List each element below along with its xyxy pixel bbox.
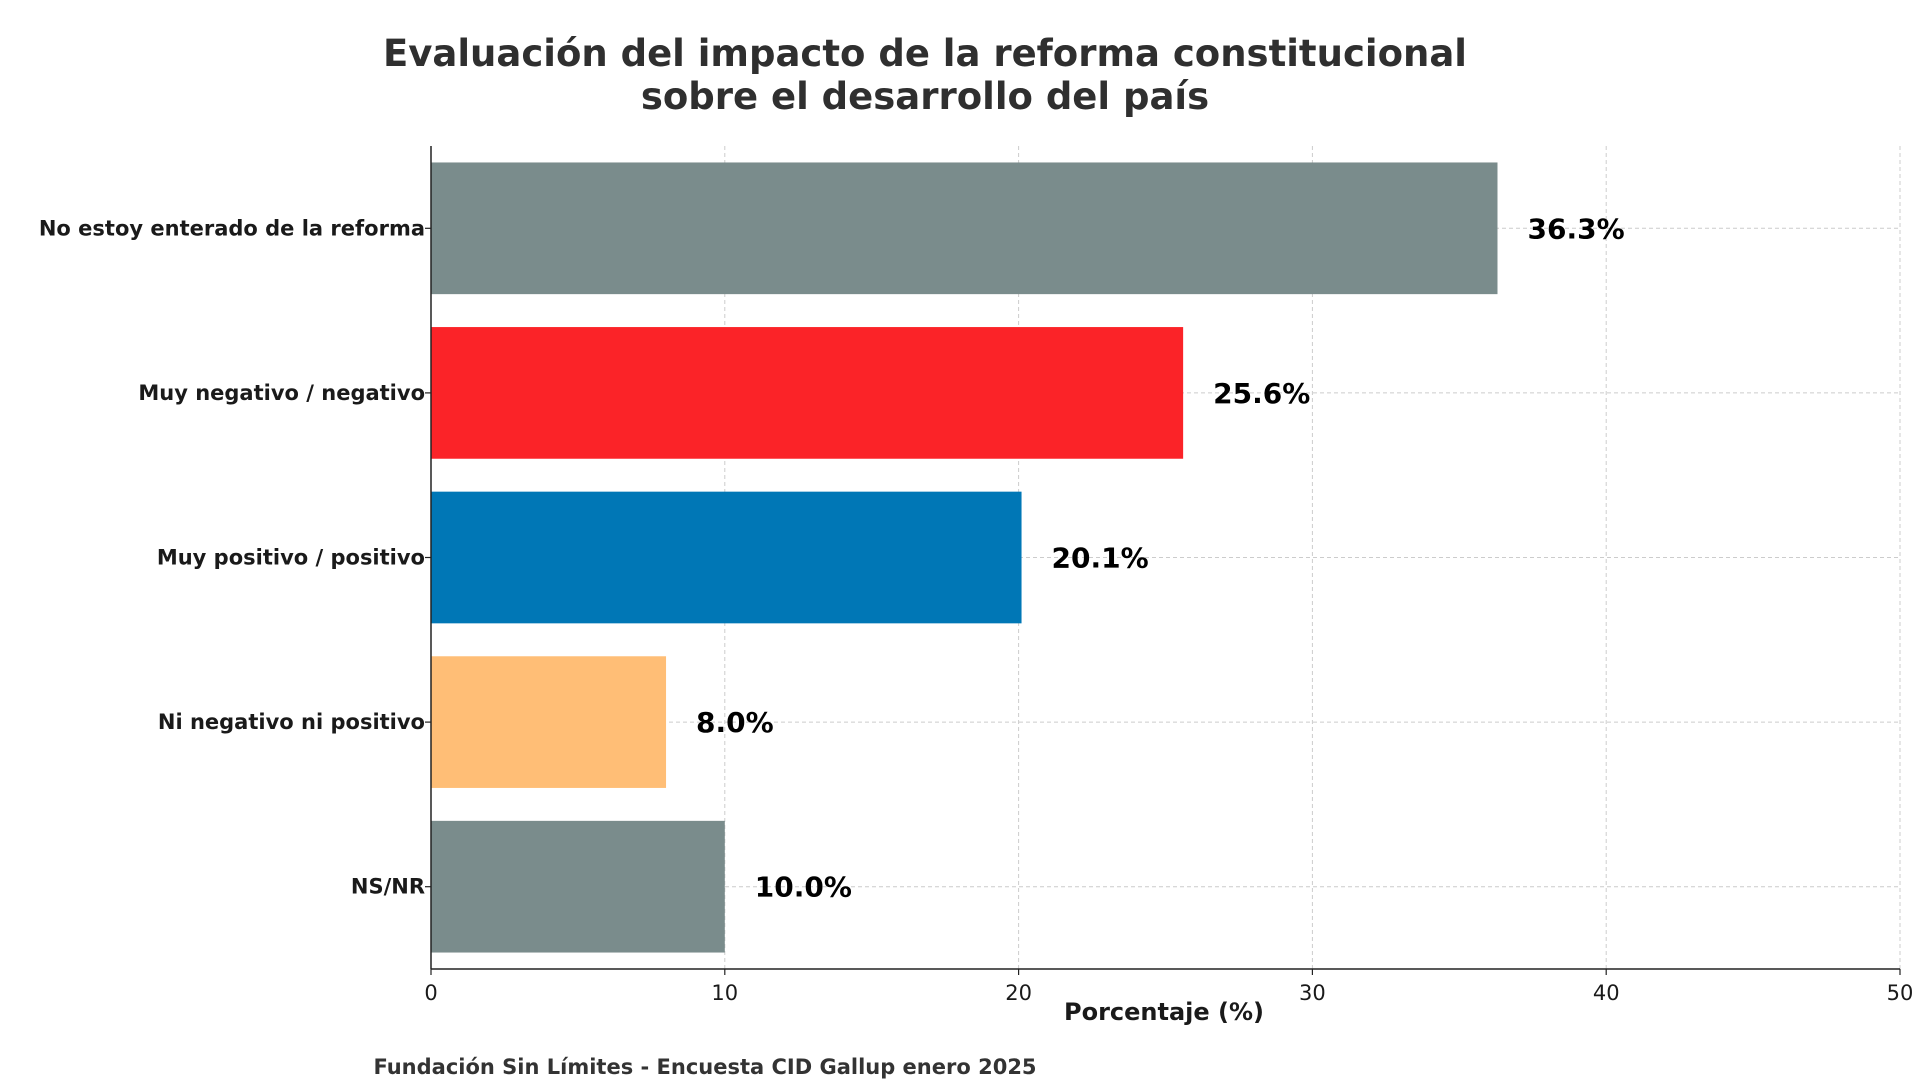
chart-title-line-2: sobre el desarrollo del país	[641, 75, 1209, 118]
x-tick-label: 50	[1887, 981, 1914, 1005]
value-label: 10.0%	[755, 871, 852, 904]
bar	[431, 327, 1184, 459]
x-tick-label: 20	[1005, 981, 1032, 1005]
x-tick-label: 10	[711, 981, 738, 1005]
source-note: Fundación Sin Límites - Encuesta CID Gal…	[373, 1055, 1036, 1079]
value-label: 20.1%	[1052, 542, 1149, 575]
bars	[431, 162, 1498, 953]
value-label: 36.3%	[1527, 212, 1624, 245]
bar	[431, 656, 667, 788]
category-labels: No estoy enterado de la reforma Muy negat…	[39, 216, 431, 899]
bar	[431, 820, 725, 953]
value-label: 8.0%	[696, 706, 774, 739]
x-tick-label: 40	[1593, 981, 1620, 1005]
category-label: Muy positivo / positivo	[157, 546, 425, 570]
x-axis-ticks: 0 10 20 30 40 50	[424, 969, 1913, 1005]
category-label: Ni negativo ni positivo	[158, 710, 425, 734]
chart-title-line-1: Evaluación del impacto de la reforma con…	[383, 32, 1467, 75]
value-labels: 36.3% 25.6% 20.1% 8.0% 10.0%	[696, 212, 1625, 903]
category-label: NS/NR	[351, 875, 425, 899]
x-tick-label: 0	[424, 981, 437, 1005]
x-axis-title: Porcentaje (%)	[1064, 998, 1264, 1026]
category-label: No estoy enterado de la reforma	[39, 216, 425, 240]
x-tick-label: 30	[1299, 981, 1326, 1005]
category-label: Muy negativo / negativo	[138, 381, 425, 405]
value-label: 25.6%	[1213, 377, 1310, 410]
bar	[431, 162, 1498, 295]
bar	[431, 491, 1022, 624]
